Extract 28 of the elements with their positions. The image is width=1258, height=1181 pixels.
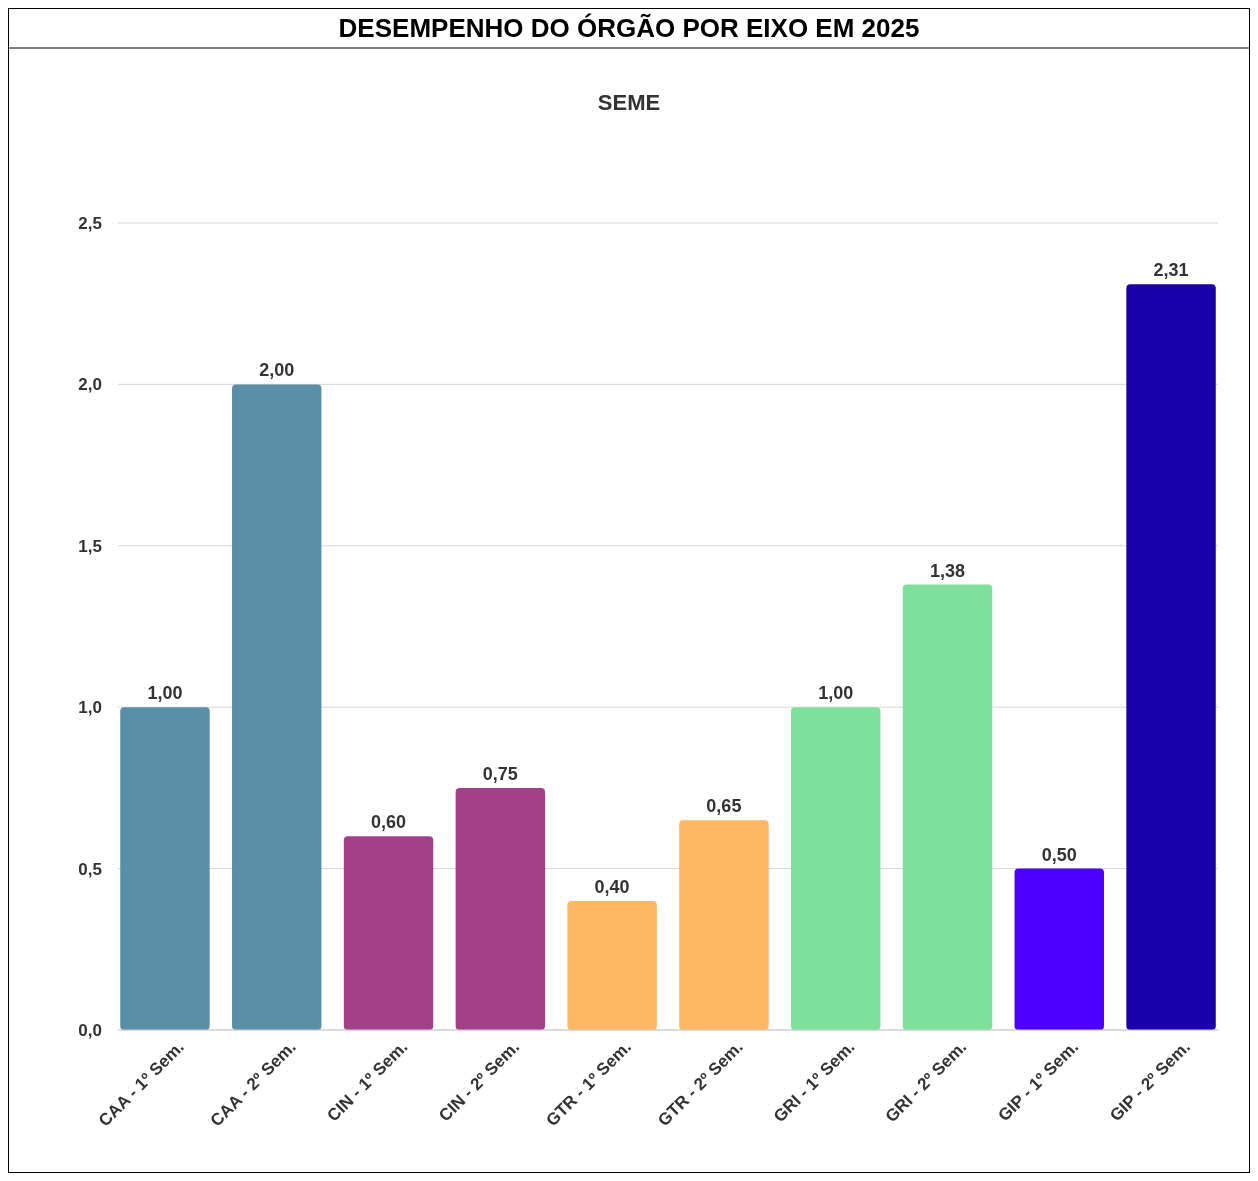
bar [902,584,993,1030]
bar [790,707,881,1030]
data-label: 0,40 [594,876,630,897]
data-label: 2,00 [259,360,295,381]
bar [232,384,322,1030]
bar [679,820,769,1030]
data-label: 1,00 [818,683,854,704]
bar [1014,868,1104,1030]
bar [1126,284,1216,1030]
y-tick-label: 1,5 [78,536,102,556]
y-tick-label: 2,0 [78,375,102,395]
y-tick-label: 0,5 [78,859,102,879]
data-label: 0,60 [371,812,407,833]
bar [455,787,546,1030]
chart-subtitle: SEME [597,90,661,115]
chart-title: DESEMPENHO DO ÓRGÃO POR EIXO EM 2025 [338,13,920,43]
y-tick-label: 0,0 [78,1021,102,1040]
data-label: 0,75 [482,763,518,784]
data-label: 1,38 [929,560,965,581]
data-label: 0,65 [706,796,742,817]
bar [343,836,434,1030]
data-label: 2,31 [1153,260,1189,281]
y-tick-label: 1,0 [78,698,102,718]
bar [567,900,657,1030]
data-label: 0,50 [1041,844,1077,865]
y-tick-label: 2,5 [78,214,102,233]
bar [120,707,210,1030]
data-label: 1,00 [147,683,183,704]
